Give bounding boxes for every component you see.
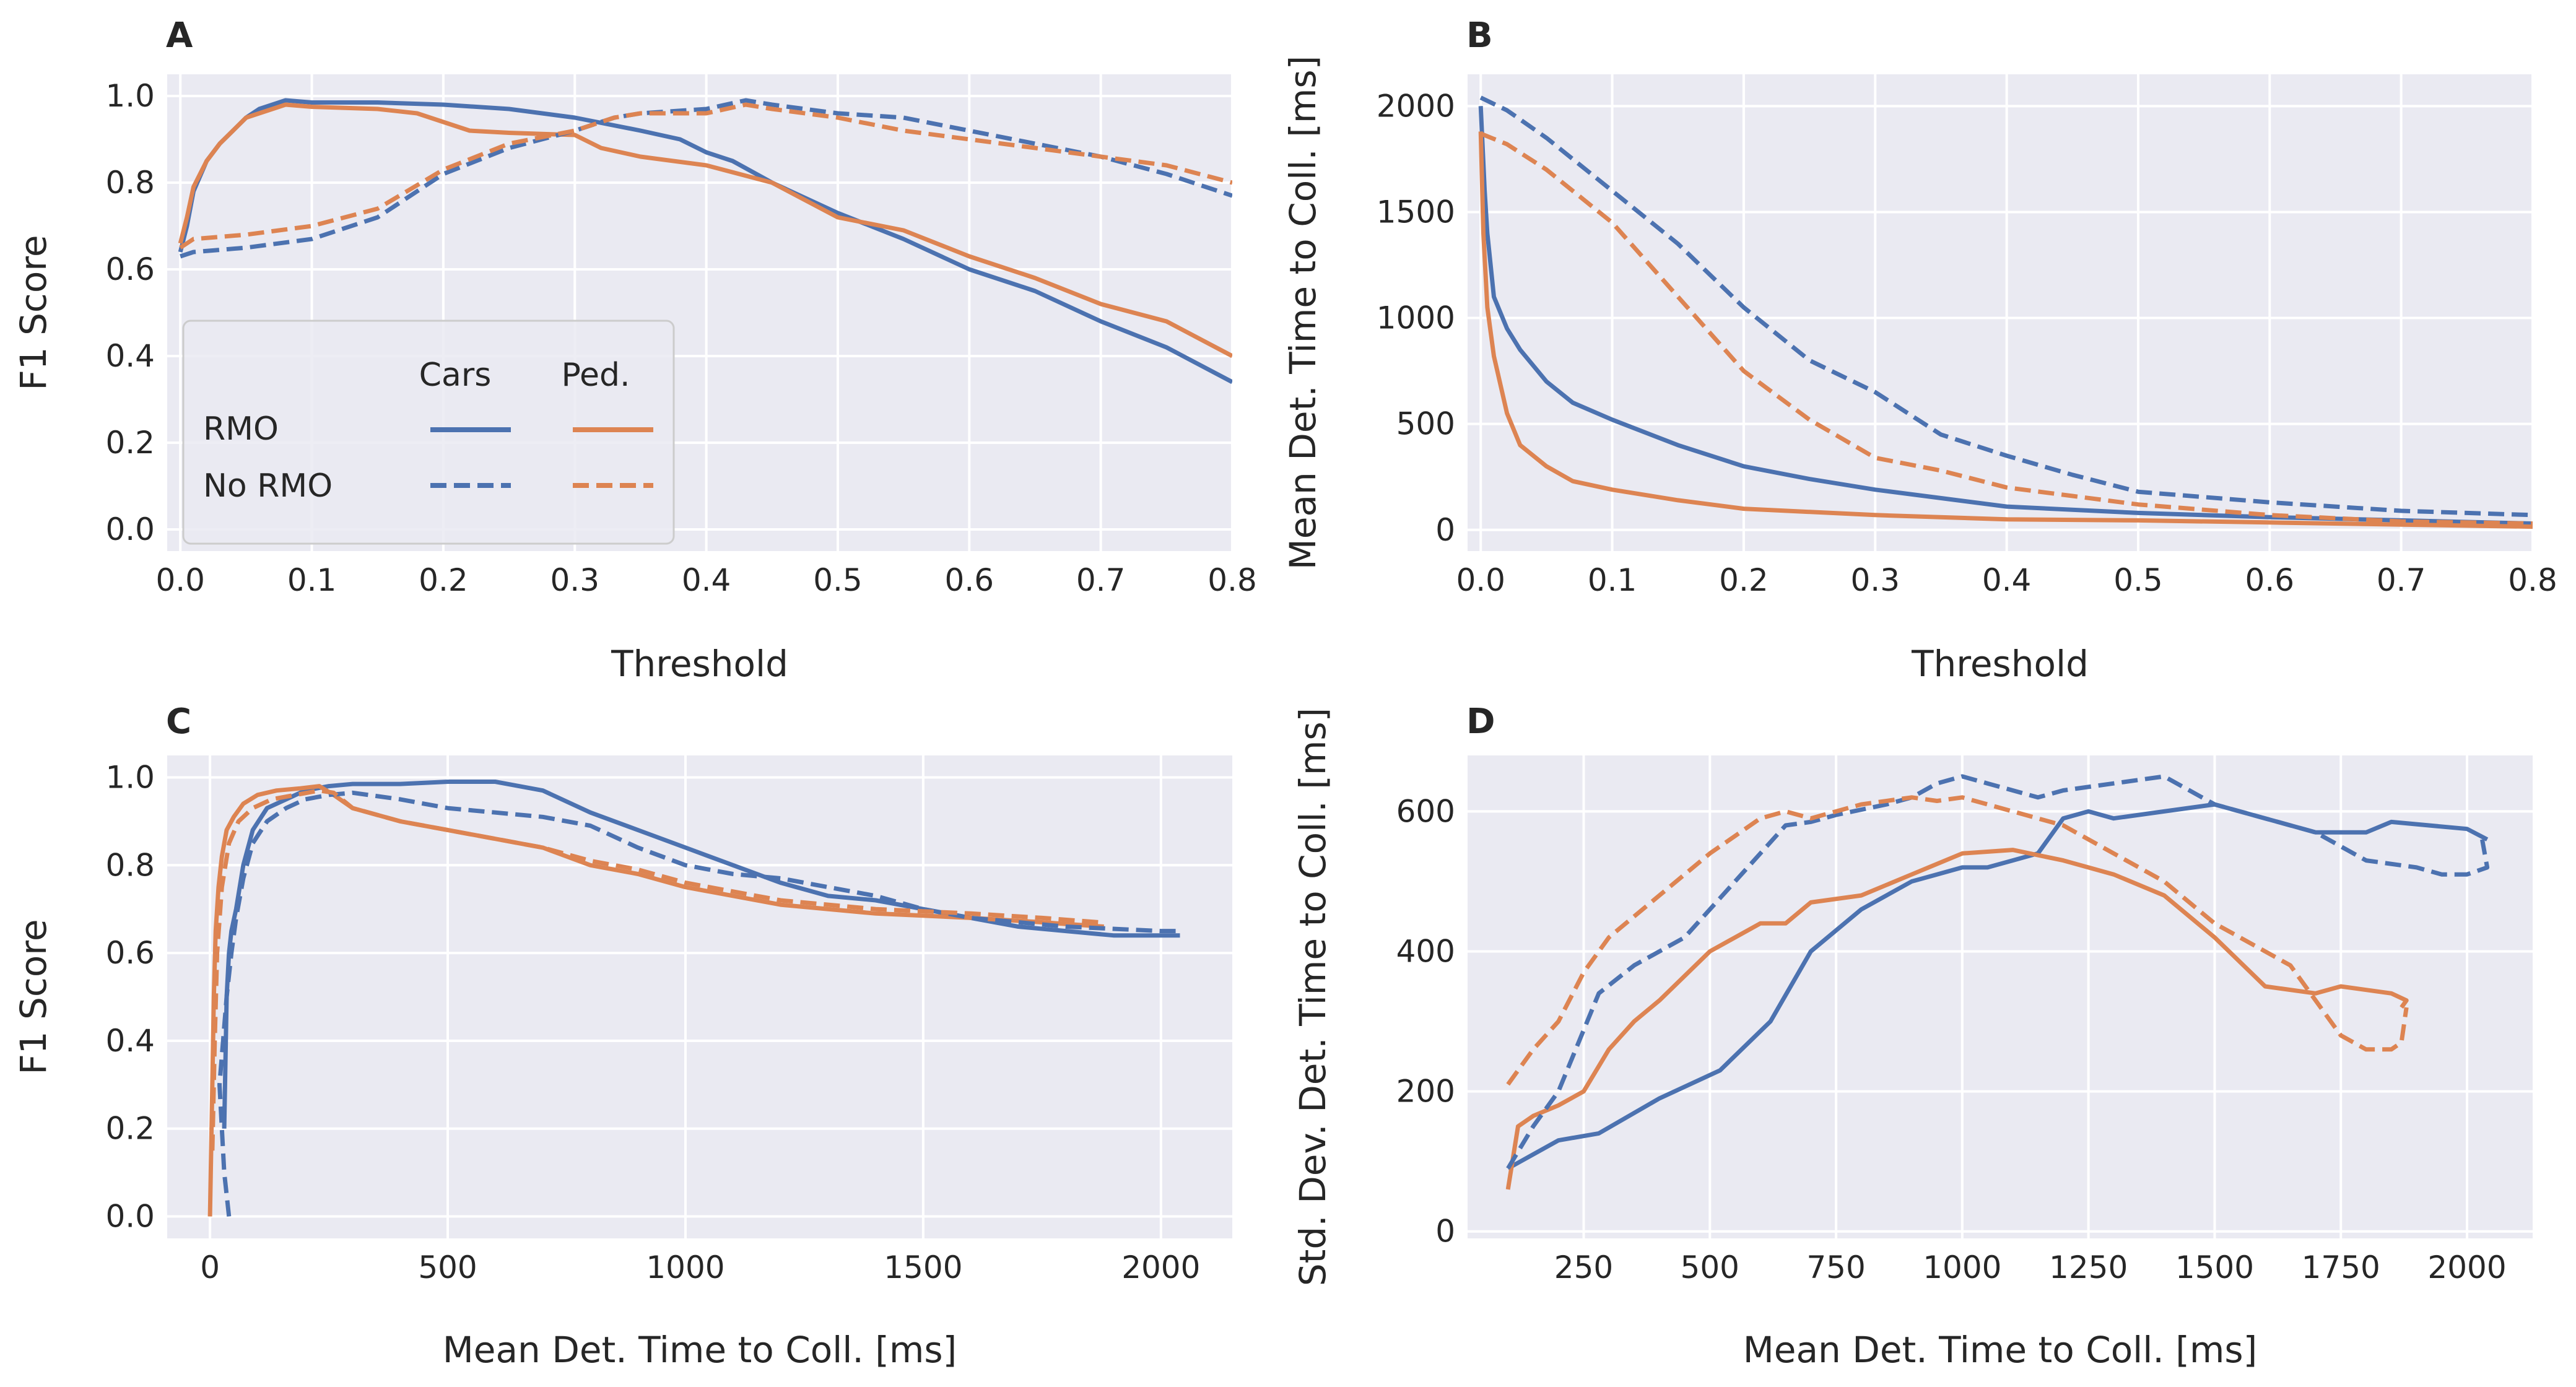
panel-d-ytick-label: 0 <box>1435 1214 1455 1250</box>
panel-b-letter: B <box>1466 15 1493 56</box>
panel-a-ytick-label: 0.2 <box>105 425 155 461</box>
panel-c-letter: C <box>166 702 191 742</box>
panel-b-ytick-label: 1500 <box>1377 194 1455 230</box>
panel-a-letter: A <box>166 15 193 56</box>
panel-d-xtick-label: 1250 <box>2049 1250 2128 1285</box>
panel-a-series-ped-no-rmo <box>179 102 1232 250</box>
panel-c-xtick-label: 500 <box>418 1250 477 1285</box>
panel-d-series-cars-no-rmo <box>1506 774 2490 1170</box>
panel-d-xtick-label: 500 <box>1681 1250 1739 1285</box>
panel-b-plot-area <box>1468 74 2533 551</box>
panel-c-xtick-label: 2000 <box>1121 1250 1200 1285</box>
legend: Cars Ped. RMO No RMO <box>182 320 675 545</box>
panel-d-ytick-label: 200 <box>1396 1074 1455 1110</box>
panel-d-xtick-label: 1750 <box>2302 1250 2380 1285</box>
panel-d-xlabel: Mean Det. Time to Coll. [ms] <box>1743 1329 2258 1371</box>
panel-c-ytick-label: 0.8 <box>105 847 155 883</box>
panel-b-xtick-label: 0.7 <box>2377 562 2426 598</box>
panel-d-plot-area <box>1468 755 2533 1238</box>
panel-d-ytick-label: 600 <box>1396 793 1455 829</box>
panel-a-xtick-label: 0.5 <box>813 562 863 598</box>
panel-d-ytick-label: 400 <box>1396 934 1455 970</box>
panel-c-series-ped-no-rmo <box>210 788 1100 1151</box>
panel-c-xtick-label: 1000 <box>646 1250 724 1285</box>
panel-b-xtick-label: 0.6 <box>2245 562 2295 598</box>
panel-a-ytick-label: 0.8 <box>105 165 155 201</box>
panel-c-ytick-label: 0.0 <box>105 1199 155 1235</box>
panel-d-ylabel: Std. Dev. Det. Time to Coll. [ms] <box>1292 708 1334 1286</box>
panel-c-xlabel: Mean Det. Time to Coll. [ms] <box>443 1329 957 1371</box>
panel-d-series-ped-no-rmo <box>1506 795 2409 1086</box>
panel-c-ytick-label: 0.4 <box>105 1023 155 1059</box>
panel-c-xtick-label: 1500 <box>884 1250 962 1285</box>
panel-a-series-ped-rmo <box>178 102 1232 359</box>
panel-d-xtick-label: 750 <box>1806 1250 1865 1285</box>
panel-b-series-ped-no-rmo <box>1479 131 2533 526</box>
panel-c-ytick-label: 0.2 <box>105 1111 155 1147</box>
panel-d-xtick-label: 250 <box>1554 1250 1613 1285</box>
panel-a-xtick-label: 0.0 <box>155 562 205 598</box>
panel-c: 0 500 1000 1500 2000 0.0 0.2 0.4 0.6 0.8 1.0 C Mea… <box>12 702 1232 1371</box>
panel-b-xtick-label: 0.2 <box>1719 562 1769 598</box>
panel-c-plot-area <box>167 755 1232 1238</box>
panel-c-ylabel: F1 Score <box>12 919 54 1074</box>
panel-d: 250 500 750 1000 1250 1500 1750 20000200400600 … <box>1292 702 2533 1371</box>
panel-a-xtick-label: 0.4 <box>682 562 731 598</box>
panel-b-series-ped-rmo <box>1478 131 2533 529</box>
panel-a-ylabel: F1 Score <box>12 235 54 390</box>
panel-a-ytick-label: 1.0 <box>105 78 155 114</box>
legend-row-rmo: RMO <box>203 411 279 448</box>
panel-c-xtick-label: 0 <box>200 1250 220 1285</box>
panel-c-ytick-label: 1.0 <box>105 759 155 795</box>
panel-b-xlabel: Threshold <box>1911 643 2089 685</box>
panel-b-series-cars-rmo <box>1478 106 2533 526</box>
panel-b-ytick-label: 1000 <box>1377 300 1455 336</box>
panel-b-xtick-label: 0.3 <box>1851 562 1900 598</box>
panel-a-ytick-label: 0.0 <box>105 511 155 547</box>
panel-c-ytick-label: 0.6 <box>105 935 155 971</box>
panel-b-xtick-label: 0.0 <box>1456 562 1505 598</box>
panel-a: 0.0 0.1 0.2 0.3 0.4 0.5 0.6 0.7 0.8 0.0 0.2 0.4 0.6 0… <box>12 15 1257 685</box>
panel-a-ytick-label: 0.4 <box>105 338 155 374</box>
panel-b-xtick-label: 0.1 <box>1588 562 1637 598</box>
panel-a-xtick-label: 0.6 <box>945 562 994 598</box>
panel-d-xtick-label: 1000 <box>1923 1250 2001 1285</box>
panel-a-xtick-label: 0.8 <box>1208 562 1257 598</box>
panel-b-ytick-label: 500 <box>1396 406 1455 442</box>
panel-d-xtick-label: 1500 <box>2175 1250 2254 1285</box>
panel-a-xtick-label: 0.3 <box>550 562 600 598</box>
panel-c-series-cars-no-rmo <box>217 790 1180 1217</box>
panel-a-ytick-label: 0.6 <box>105 251 155 287</box>
panel-b-ytick-label: 2000 <box>1377 88 1455 124</box>
panel-b-ytick-label: 0 <box>1435 512 1455 548</box>
panel-a-xtick-label: 0.1 <box>287 562 337 598</box>
panel-d-letter: D <box>1466 702 1495 742</box>
panel-b-series-cars-no-rmo <box>1479 95 2533 518</box>
panel-b-ylabel: Mean Det. Time to Coll. [ms] <box>1282 56 1324 570</box>
legend-header-cars: Cars <box>419 357 492 394</box>
panel-b-xtick-label: 0.4 <box>1982 562 2032 598</box>
panel-a-xtick-label: 0.2 <box>419 562 468 598</box>
legend-row-no-rmo: No RMO <box>203 467 333 505</box>
legend-header-ped: Ped. <box>561 357 630 394</box>
legend-box <box>182 320 675 545</box>
panel-a-xlabel: Threshold <box>611 643 788 685</box>
panel-d-series-ped-rmo <box>1505 848 2409 1190</box>
panel-b-xtick-label: 0.8 <box>2508 562 2557 598</box>
panel-b: 0.0 0.1 0.2 0.3 0.4 0.5 0.6 0.7 0.8 0 500 1000 1500 2… <box>1282 15 2557 685</box>
panel-d-xtick-label: 2000 <box>2427 1250 2506 1285</box>
panel-a-xtick-label: 0.7 <box>1076 562 1126 598</box>
panel-b-xtick-label: 0.5 <box>2113 562 2163 598</box>
